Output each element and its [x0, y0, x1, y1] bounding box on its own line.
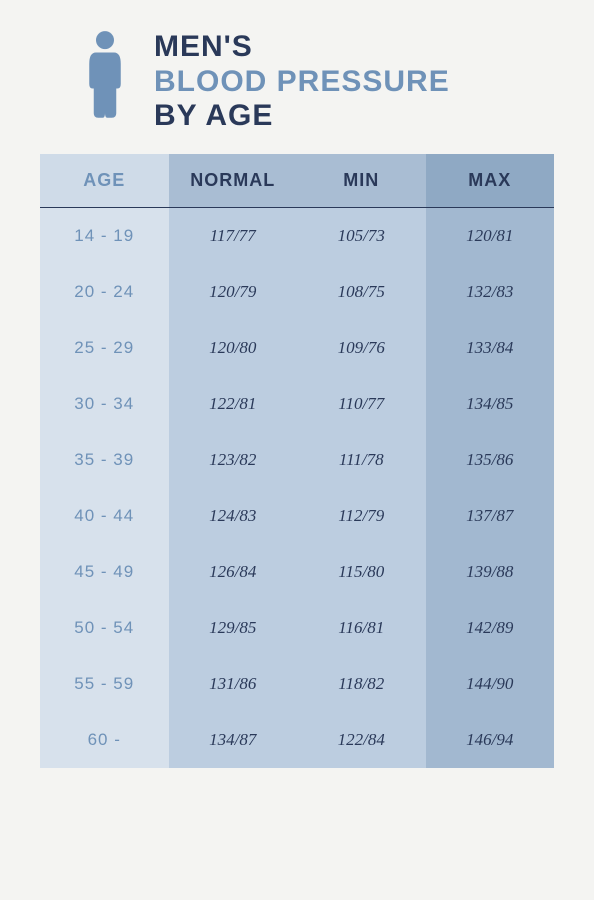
cell-max: 132/83: [426, 264, 555, 320]
cell-age: 40 - 44: [40, 488, 169, 544]
cell-max: 137/87: [426, 488, 555, 544]
col-header-max: MAX: [426, 154, 555, 208]
bp-table: AGENORMALMINMAX 14 - 19117/77105/73120/8…: [40, 154, 554, 768]
cell-normal: 117/77: [169, 207, 298, 264]
table-row: 50 - 54129/85116/81142/89: [40, 600, 554, 656]
cell-max: 133/84: [426, 320, 555, 376]
person-icon: [80, 30, 130, 120]
table-row: 20 - 24120/79108/75132/83: [40, 264, 554, 320]
cell-min: 108/75: [297, 264, 426, 320]
cell-age: 30 - 34: [40, 376, 169, 432]
cell-min: 112/79: [297, 488, 426, 544]
table-row: 60 -134/87122/84146/94: [40, 712, 554, 768]
cell-min: 105/73: [297, 207, 426, 264]
col-header-min: MIN: [297, 154, 426, 208]
cell-age: 50 - 54: [40, 600, 169, 656]
cell-max: 120/81: [426, 207, 555, 264]
cell-max: 135/86: [426, 432, 555, 488]
cell-normal: 120/79: [169, 264, 298, 320]
cell-normal: 134/87: [169, 712, 298, 768]
cell-max: 139/88: [426, 544, 555, 600]
table-row: 40 - 44124/83112/79137/87: [40, 488, 554, 544]
cell-min: 116/81: [297, 600, 426, 656]
cell-min: 118/82: [297, 656, 426, 712]
header: MEN'S BLOOD PRESSURE BY AGE: [40, 30, 554, 134]
cell-max: 144/90: [426, 656, 555, 712]
title: MEN'S BLOOD PRESSURE BY AGE: [154, 30, 450, 134]
cell-min: 115/80: [297, 544, 426, 600]
table-row: 25 - 29120/80109/76133/84: [40, 320, 554, 376]
cell-age: 35 - 39: [40, 432, 169, 488]
cell-normal: 126/84: [169, 544, 298, 600]
col-header-age: AGE: [40, 154, 169, 208]
cell-age: 25 - 29: [40, 320, 169, 376]
title-line-1: MEN'S: [154, 30, 450, 65]
cell-normal: 122/81: [169, 376, 298, 432]
cell-min: 122/84: [297, 712, 426, 768]
table-row: 35 - 39123/82111/78135/86: [40, 432, 554, 488]
title-line-3: BY AGE: [154, 99, 450, 134]
cell-normal: 124/83: [169, 488, 298, 544]
table-row: 14 - 19117/77105/73120/81: [40, 207, 554, 264]
table-header-row: AGENORMALMINMAX: [40, 154, 554, 208]
cell-age: 14 - 19: [40, 207, 169, 264]
cell-normal: 123/82: [169, 432, 298, 488]
cell-age: 45 - 49: [40, 544, 169, 600]
cell-normal: 131/86: [169, 656, 298, 712]
cell-min: 109/76: [297, 320, 426, 376]
cell-min: 110/77: [297, 376, 426, 432]
cell-max: 134/85: [426, 376, 555, 432]
col-header-normal: NORMAL: [169, 154, 298, 208]
table-row: 45 - 49126/84115/80139/88: [40, 544, 554, 600]
cell-max: 142/89: [426, 600, 555, 656]
cell-min: 111/78: [297, 432, 426, 488]
cell-normal: 120/80: [169, 320, 298, 376]
table-body: 14 - 19117/77105/73120/8120 - 24120/7910…: [40, 207, 554, 768]
cell-age: 55 - 59: [40, 656, 169, 712]
table-row: 55 - 59131/86118/82144/90: [40, 656, 554, 712]
title-line-2: BLOOD PRESSURE: [154, 65, 450, 100]
cell-normal: 129/85: [169, 600, 298, 656]
cell-age: 20 - 24: [40, 264, 169, 320]
cell-max: 146/94: [426, 712, 555, 768]
table-row: 30 - 34122/81110/77134/85: [40, 376, 554, 432]
cell-age: 60 -: [40, 712, 169, 768]
